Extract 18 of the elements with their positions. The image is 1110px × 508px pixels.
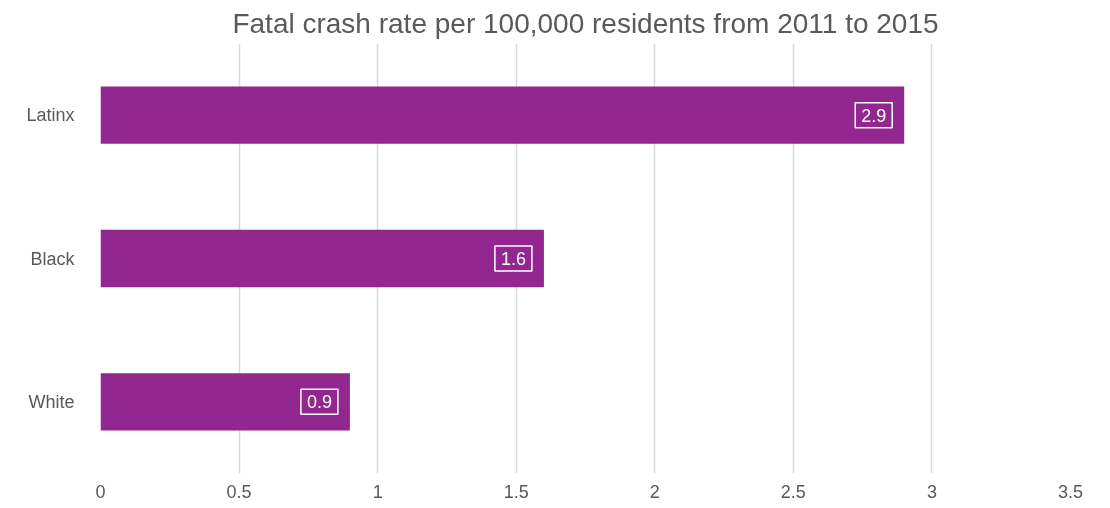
y-tick-label: White xyxy=(28,391,75,412)
chart-title: Fatal crash rate per 100,000 residents from 2011 to 2015 xyxy=(232,7,939,39)
x-tick-label: 1.5 xyxy=(503,481,529,502)
y-tick-label: Latinx xyxy=(26,105,75,126)
bar xyxy=(100,86,905,144)
data-label: 2.9 xyxy=(861,105,887,126)
y-tick-label: Black xyxy=(30,248,76,269)
x-tick-label: 3.5 xyxy=(1057,481,1084,502)
x-tick-label: 2.5 xyxy=(780,481,806,502)
x-tick-label: 0 xyxy=(95,481,106,502)
data-label: 1.6 xyxy=(500,249,526,269)
x-tick-label: 0.5 xyxy=(226,481,252,502)
x-tick-label: 2 xyxy=(649,481,660,502)
bar xyxy=(100,229,544,288)
bar xyxy=(100,373,350,431)
x-tick-label: 1 xyxy=(372,481,383,502)
data-label: 0.9 xyxy=(306,392,332,413)
x-tick-label: 3 xyxy=(926,481,937,502)
